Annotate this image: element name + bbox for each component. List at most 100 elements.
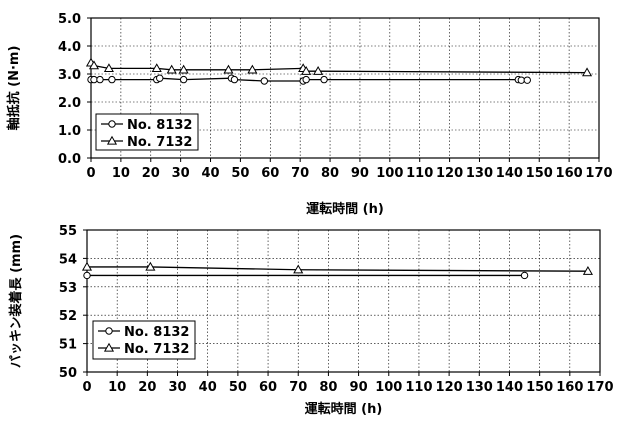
legend-marker bbox=[105, 327, 113, 335]
x-tick-label: 140 bbox=[496, 166, 523, 181]
series-circle bbox=[87, 74, 531, 85]
legend-label: No. 7132 bbox=[127, 135, 192, 150]
x-tick-label: 50 bbox=[231, 166, 249, 181]
data-point bbox=[166, 64, 177, 74]
x-tick-label: 110 bbox=[405, 380, 432, 395]
data-point bbox=[103, 63, 114, 73]
data-point bbox=[520, 271, 529, 280]
x-tick-label: 10 bbox=[108, 380, 126, 395]
legend-box bbox=[92, 320, 196, 360]
data-point bbox=[81, 261, 93, 271]
data-point bbox=[179, 75, 188, 84]
y-tick-label: 51 bbox=[59, 338, 77, 353]
x-tick-label: 120 bbox=[436, 380, 463, 395]
y-axis-label: パッキン装着長 (mm) bbox=[8, 234, 24, 368]
chart-2: 0 10 20 30 40 50 60 70 80 90 100 110 120 130 140 150 160… bbox=[8, 224, 614, 417]
x-tick-label: 30 bbox=[172, 166, 190, 181]
legend: No. 8132 No. 7132 bbox=[95, 113, 199, 151]
x-tick-label: 60 bbox=[261, 166, 279, 181]
y-tick-label: 3.0 bbox=[58, 68, 81, 83]
data-point bbox=[260, 77, 269, 85]
x-tick-label: 90 bbox=[351, 166, 369, 181]
x-axis-label: 運転時間 (h) bbox=[305, 401, 383, 417]
data-point bbox=[145, 261, 156, 271]
plot-frame bbox=[90, 17, 600, 159]
x-tick-label: 90 bbox=[350, 380, 368, 395]
y-tick-label: 53 bbox=[59, 281, 77, 296]
x-tick-label: 80 bbox=[321, 166, 339, 181]
x-tick-label: 130 bbox=[466, 380, 493, 395]
data-point bbox=[582, 265, 593, 275]
x-tick-label: 70 bbox=[291, 166, 309, 181]
data-point bbox=[313, 65, 324, 75]
x-tick-label: 80 bbox=[319, 380, 337, 395]
legend-label: No. 8132 bbox=[127, 118, 192, 133]
x-tick-label: 60 bbox=[259, 380, 277, 395]
data-point bbox=[523, 76, 531, 84]
data-point bbox=[302, 75, 310, 84]
y-tick-label: 2.0 bbox=[58, 96, 81, 111]
series-circle bbox=[83, 271, 529, 280]
x-tick-label: 120 bbox=[436, 166, 463, 181]
x-tick-label: 170 bbox=[586, 380, 613, 395]
y-axis-label: 軸抵抗 (N·m) bbox=[6, 46, 22, 131]
data-point bbox=[83, 271, 91, 280]
legend-label: No. 8132 bbox=[124, 325, 189, 340]
legend-marker bbox=[106, 135, 118, 145]
x-tick-label: 50 bbox=[229, 380, 247, 395]
plot-frame bbox=[86, 229, 601, 373]
data-point bbox=[88, 60, 100, 70]
data-point bbox=[223, 64, 234, 74]
x-tick-label: 20 bbox=[142, 166, 160, 181]
x-tick-label: 170 bbox=[585, 166, 612, 181]
x-tick-label: 160 bbox=[556, 380, 583, 395]
series-line bbox=[87, 266, 588, 272]
x-tick-label: 150 bbox=[526, 380, 553, 395]
x-tick-label: 100 bbox=[375, 380, 402, 395]
x-tick-label: 0 bbox=[82, 380, 91, 395]
legend-label: No. 7132 bbox=[124, 342, 189, 357]
x-tick-label: 130 bbox=[466, 166, 493, 181]
data-point bbox=[517, 76, 526, 84]
x-tick-label: 20 bbox=[138, 380, 156, 395]
data-point bbox=[90, 75, 98, 84]
x-tick-label: 0 bbox=[86, 166, 95, 181]
data-point bbox=[301, 65, 312, 75]
x-tick-label: 40 bbox=[199, 380, 217, 395]
x-tick-label: 30 bbox=[168, 380, 186, 395]
y-tick-label: 54 bbox=[59, 252, 77, 267]
y-tick-label: 4.0 bbox=[58, 40, 81, 55]
x-tick-label: 160 bbox=[556, 166, 583, 181]
x-tick-label: 70 bbox=[289, 380, 307, 395]
data-point bbox=[156, 74, 164, 82]
y-tick-label: 50 bbox=[59, 366, 77, 381]
chart-1: 0 10 20 30 40 50 60 70 80 90 100 110 120 130 140 150 160… bbox=[6, 12, 613, 217]
x-tick-label: 10 bbox=[112, 166, 130, 181]
data-point bbox=[230, 75, 239, 84]
data-point bbox=[151, 63, 162, 73]
legend: No. 8132 No. 7132 bbox=[92, 320, 196, 360]
y-tick-label: 52 bbox=[59, 309, 77, 324]
x-tick-label: 40 bbox=[201, 166, 219, 181]
series-triangle bbox=[81, 261, 593, 275]
series-triangle bbox=[85, 57, 593, 77]
x-tick-label: 150 bbox=[526, 166, 553, 181]
data-point bbox=[581, 67, 593, 77]
y-tick-label: 5.0 bbox=[58, 12, 81, 27]
y-tick-label: 55 bbox=[59, 224, 77, 239]
x-tick-label: 140 bbox=[496, 380, 523, 395]
x-tick-label: 110 bbox=[406, 166, 433, 181]
y-tick-label: 1.0 bbox=[58, 124, 81, 139]
data-point bbox=[108, 75, 116, 84]
series-line bbox=[90, 62, 588, 74]
data-point bbox=[96, 75, 104, 84]
data-point bbox=[293, 264, 304, 274]
y-tick-label: 0.0 bbox=[58, 152, 81, 167]
data-point bbox=[320, 75, 328, 84]
data-point bbox=[247, 64, 258, 74]
x-axis-label: 運転時間 (h) bbox=[306, 201, 384, 217]
legend-marker bbox=[108, 120, 116, 128]
data-point bbox=[178, 64, 189, 74]
x-tick-label: 100 bbox=[376, 166, 403, 181]
